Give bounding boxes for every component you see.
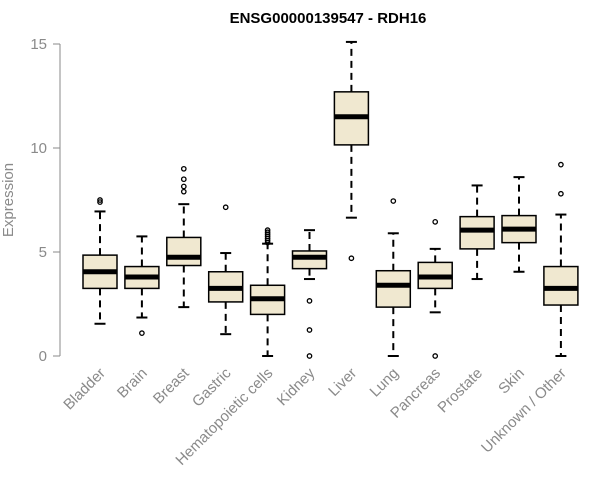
box-kidney — [291, 229, 328, 359]
outlier-point — [97, 197, 103, 203]
box-hematopoietic-cells — [249, 227, 286, 357]
x-tick-label: Breast — [150, 364, 193, 407]
box-breast — [166, 165, 202, 309]
outlier-point — [139, 330, 145, 336]
outlier-point — [222, 204, 229, 211]
boxes — [82, 40, 579, 359]
x-tick-label: Liver — [325, 365, 360, 400]
outlier-point — [558, 190, 564, 197]
y-axis: 0 5 10 15 — [30, 36, 61, 365]
iqr-box — [459, 215, 495, 250]
box-brain — [124, 235, 160, 336]
outlier-point — [264, 227, 271, 234]
x-tick-label: Skin — [495, 365, 528, 398]
y-ticks: 0 5 10 15 — [30, 36, 60, 365]
iqr-box — [166, 236, 202, 267]
y-tick-label: 0 — [39, 348, 47, 365]
outlier-point — [558, 161, 564, 168]
box-gastric — [207, 204, 244, 336]
outlier-point — [180, 183, 187, 190]
x-tick-label: Prostate — [434, 365, 486, 417]
iqr-box — [543, 265, 579, 306]
y-axis-label: Expression — [0, 163, 17, 237]
outlier-point — [180, 165, 187, 172]
outlier-point — [264, 229, 271, 236]
box-pancreas — [417, 218, 453, 359]
outlier-point — [390, 198, 397, 204]
box-liver — [333, 40, 370, 262]
box-unknown-other — [543, 161, 579, 357]
outlier-point — [180, 176, 187, 183]
x-tick-label: Kidney — [274, 364, 319, 409]
y-tick-label: 15 — [30, 36, 47, 53]
iqr-box — [375, 269, 412, 308]
box-skin — [501, 176, 537, 273]
outlier-point — [306, 353, 313, 359]
iqr-box — [291, 250, 328, 270]
outlier-point — [97, 199, 103, 205]
outlier-point — [348, 255, 355, 262]
chart-title: ENSG00000139547 - RDH16 — [230, 10, 427, 27]
box-prostate — [459, 184, 495, 281]
box-lung — [375, 198, 412, 357]
y-tick-label: 5 — [39, 244, 47, 261]
outlier-point — [180, 188, 187, 195]
outlier-point — [306, 298, 313, 304]
x-tick-label: Lung — [367, 365, 403, 401]
x-tick-label: Brain — [114, 365, 151, 402]
outlier-point — [432, 218, 439, 225]
box-bladder — [82, 197, 118, 325]
y-tick-label: 10 — [30, 140, 47, 157]
outlier-point — [432, 353, 439, 359]
outlier-point — [306, 327, 313, 333]
x-tick-label: Bladder — [60, 365, 109, 414]
